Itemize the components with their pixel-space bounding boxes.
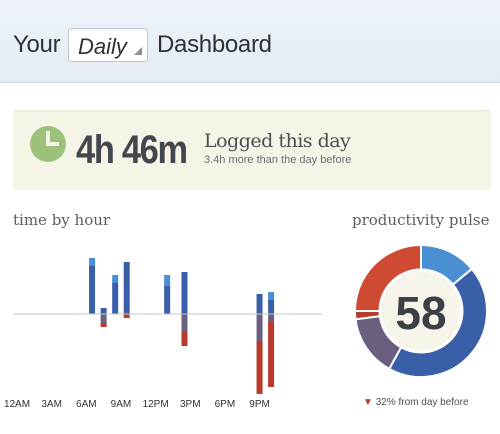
hour-bar-productive (181, 272, 188, 314)
caret-icon (134, 47, 142, 55)
clock-icon (30, 126, 66, 162)
hour-tick-label: 12PM (143, 399, 169, 410)
hour-bar-distracting (256, 341, 263, 394)
hour-bar-productive (112, 283, 119, 314)
hour-bar-distracting (181, 332, 188, 346)
productivity-pulse-chart: 58 (353, 243, 488, 378)
hour-bar-productive (100, 308, 107, 314)
pulse-change-text: 32% from day before (375, 397, 469, 408)
logged-time-panel: 4h 46m Logged this day 3.4h more than th… (13, 110, 491, 190)
title-suffix: Dashboard (157, 31, 272, 58)
hour-bar-productive (89, 266, 96, 314)
logged-label: Logged this day (204, 130, 351, 152)
hour-bar-productive (123, 262, 130, 314)
hour-tick-label: 3AM (41, 399, 62, 410)
arrow-down-icon: ▼ (363, 397, 373, 408)
hour-bar-very-productive (164, 275, 171, 286)
hour-bar-neutral (268, 314, 275, 322)
hour-bar-very-productive (268, 292, 275, 300)
time-by-hour-chart: 12AM 3AM 6AM 9AM 12PM 3PM 6PM 9PM (4, 258, 322, 410)
hour-bar-neutral (256, 314, 263, 341)
time-by-hour-title: time by hour (13, 211, 111, 229)
dashboard-header: Your Daily Dashboard (0, 0, 500, 83)
logged-total: 4h 46m (76, 128, 188, 172)
hour-tick-label: 9PM (249, 399, 270, 410)
hour-bar-productive (256, 294, 263, 314)
pulse-center (378, 268, 464, 354)
hour-bar-neutral (181, 314, 188, 332)
period-select[interactable]: Daily (68, 28, 148, 62)
hour-tick-label: 12AM (4, 399, 30, 410)
hour-bar-productive (164, 286, 171, 314)
productivity-pulse-title: productivity pulse (352, 211, 490, 229)
pulse-score: 58 (395, 287, 446, 339)
hour-bar-distracting (123, 314, 130, 318)
hour-tick-label: 9AM (111, 399, 132, 410)
hour-tick-label: 6PM (215, 399, 236, 410)
hour-bar-very-productive (89, 258, 96, 266)
hour-bar-distracting (100, 323, 107, 327)
hour-tick-label: 6AM (76, 399, 97, 410)
hour-bar-productive (268, 300, 275, 314)
pulse-change: ▼ 32% from day before (363, 397, 469, 408)
hour-tick-label: 3PM (180, 399, 201, 410)
hour-bar-neutral (100, 314, 107, 323)
period-value: Daily (78, 34, 127, 59)
hour-bar-very-productive (112, 275, 119, 283)
logged-comparison: 3.4h more than the day before (204, 154, 352, 166)
title-prefix: Your (13, 31, 61, 58)
hour-bar-distracting (268, 322, 275, 387)
